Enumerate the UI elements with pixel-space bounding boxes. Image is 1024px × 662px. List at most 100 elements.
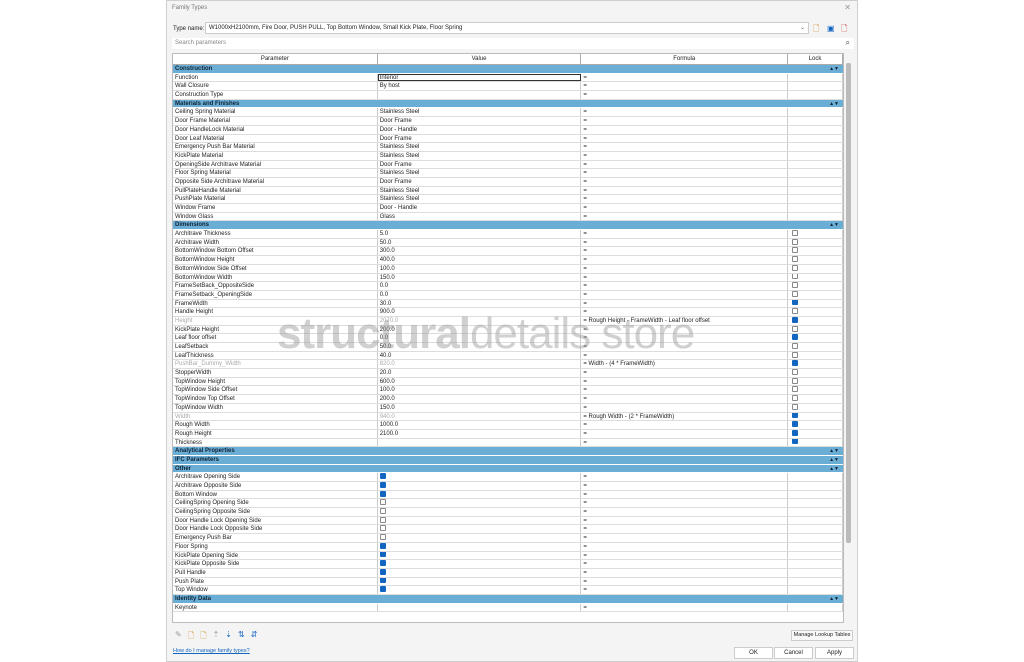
value-cell[interactable] xyxy=(378,490,582,499)
value-checkbox[interactable] xyxy=(379,482,386,488)
value-checkbox[interactable] xyxy=(379,516,386,523)
formula-cell[interactable]: = xyxy=(581,204,789,212)
formula-cell[interactable]: = xyxy=(581,230,789,238)
value-cell[interactable]: Door Frame xyxy=(378,160,582,169)
lock-checkbox[interactable] xyxy=(792,403,799,410)
value-cell[interactable]: 1000.0 xyxy=(378,421,582,429)
lock-checkbox[interactable] xyxy=(792,316,799,323)
formula-cell[interactable]: = xyxy=(581,151,789,160)
value-cell[interactable] xyxy=(378,560,582,568)
value-cell[interactable]: 40.0 xyxy=(378,351,582,360)
vertical-scrollbar[interactable] xyxy=(846,63,851,543)
value-checkbox[interactable] xyxy=(379,499,386,506)
value-cell[interactable]: 200.0 xyxy=(378,325,582,334)
collapse-icon[interactable]: ▲▼ xyxy=(829,66,839,72)
formula-cell[interactable]: = xyxy=(581,282,789,290)
value-cell[interactable]: 100.0 xyxy=(378,264,582,273)
formula-cell[interactable]: = Rough Width - (2 * FrameWidth) xyxy=(581,412,789,421)
value-checkbox[interactable] xyxy=(379,508,386,514)
collapse-icon[interactable]: ▲▼ xyxy=(829,100,839,107)
group-header-ifc-parameters[interactable]: IFC Parameters ▲▼ xyxy=(173,455,843,465)
lock-checkbox[interactable] xyxy=(792,429,799,436)
lock-checkbox[interactable] xyxy=(792,377,799,384)
lock-checkbox[interactable] xyxy=(792,282,799,289)
column-header-formula[interactable]: Formula xyxy=(581,54,789,64)
formula-cell[interactable]: = xyxy=(581,299,789,308)
group-header-identity-data[interactable]: Identity Data ▲▼ xyxy=(173,594,843,604)
value-cell[interactable]: Stainless Steel xyxy=(378,151,582,160)
formula-cell[interactable]: = xyxy=(581,256,789,264)
lock-checkbox[interactable] xyxy=(792,369,799,375)
value-checkbox[interactable] xyxy=(379,568,386,575)
value-checkbox[interactable] xyxy=(379,577,386,584)
formula-cell[interactable]: = xyxy=(581,343,789,351)
formula-cell[interactable]: = xyxy=(581,386,789,395)
value-cell[interactable] xyxy=(378,603,582,612)
formula-cell[interactable]: = xyxy=(581,508,789,516)
apply-button[interactable]: Apply xyxy=(815,647,854,659)
value-cell[interactable] xyxy=(378,542,582,551)
column-header-value[interactable]: Value xyxy=(378,54,582,64)
value-cell[interactable] xyxy=(378,473,582,481)
value-cell[interactable]: Stainless Steel xyxy=(378,186,582,195)
value-cell[interactable]: Interior xyxy=(377,73,582,82)
formula-cell[interactable]: = xyxy=(581,117,789,125)
value-cell[interactable]: 0.0 xyxy=(378,282,582,290)
close-icon[interactable]: ✕ xyxy=(844,3,851,12)
lock-checkbox[interactable] xyxy=(792,421,799,428)
formula-cell[interactable]: = xyxy=(581,351,789,360)
formula-cell[interactable]: = Width - (4 * FrameWidth) xyxy=(581,360,789,369)
lock-checkbox[interactable] xyxy=(792,438,799,445)
formula-cell[interactable]: = xyxy=(581,264,789,273)
value-checkbox[interactable] xyxy=(379,525,386,532)
value-cell[interactable]: Glass xyxy=(378,212,582,221)
formula-cell[interactable]: = xyxy=(581,212,789,221)
collapse-icon[interactable]: ▲▼ xyxy=(829,456,839,463)
formula-cell[interactable]: = xyxy=(581,490,789,499)
formula-cell[interactable]: = xyxy=(581,403,789,412)
lock-checkbox[interactable] xyxy=(792,343,799,349)
value-cell[interactable]: Door Frame xyxy=(378,117,582,125)
lock-checkbox[interactable] xyxy=(792,308,799,315)
value-cell[interactable]: 100.0 xyxy=(378,386,582,395)
formula-cell[interactable]: = xyxy=(581,499,789,508)
value-cell[interactable]: 200.0 xyxy=(378,395,582,403)
value-cell[interactable]: Door - Handle xyxy=(378,204,582,212)
value-cell[interactable] xyxy=(378,525,582,534)
formula-cell[interactable]: = xyxy=(581,429,789,438)
formula-cell[interactable]: = xyxy=(581,195,789,203)
value-cell[interactable] xyxy=(378,586,582,594)
formula-cell[interactable]: = xyxy=(581,247,789,256)
type-name-select[interactable]: W1000xH2100mm, Fire Door, PUSH PULL, Top… xyxy=(205,22,809,34)
formula-cell[interactable]: = xyxy=(581,125,789,134)
collapse-icon[interactable]: ▲▼ xyxy=(829,595,839,602)
formula-cell[interactable]: = xyxy=(581,177,789,186)
formula-cell[interactable]: = xyxy=(581,551,789,560)
formula-cell[interactable]: = xyxy=(581,334,789,342)
formula-cell[interactable]: = xyxy=(581,273,789,282)
formula-cell[interactable]: = xyxy=(581,542,789,551)
rename-type-icon[interactable]: ▣ xyxy=(827,24,835,33)
value-cell[interactable] xyxy=(378,482,582,490)
group-header-other[interactable]: Other ▲▼ xyxy=(173,464,843,474)
formula-cell[interactable]: = xyxy=(581,438,789,447)
value-cell[interactable]: 940.0 xyxy=(378,412,582,421)
manage-lookup-tables-button[interactable]: Manage Lookup Tables xyxy=(791,630,853,641)
lock-checkbox[interactable] xyxy=(792,412,799,419)
value-cell[interactable]: 0.0 xyxy=(378,290,582,299)
lock-checkbox[interactable] xyxy=(792,264,799,271)
value-cell[interactable]: 300.0 xyxy=(378,247,582,256)
value-cell[interactable]: 30.0 xyxy=(378,299,582,308)
formula-cell[interactable]: = xyxy=(581,134,789,143)
value-checkbox[interactable] xyxy=(379,542,386,549)
formula-cell[interactable]: = xyxy=(581,516,789,525)
value-cell[interactable]: Stainless Steel xyxy=(378,108,582,117)
value-checkbox[interactable] xyxy=(379,586,386,593)
ok-button[interactable]: OK xyxy=(734,647,773,659)
formula-cell[interactable]: = xyxy=(581,534,789,542)
chevron-down-icon[interactable]: ⌄ xyxy=(799,25,805,31)
value-cell[interactable]: 150.0 xyxy=(378,403,582,412)
formula-cell[interactable]: = xyxy=(581,586,789,594)
new-parameter-icon[interactable]: 🗋 xyxy=(187,631,195,640)
value-checkbox[interactable] xyxy=(379,473,386,480)
